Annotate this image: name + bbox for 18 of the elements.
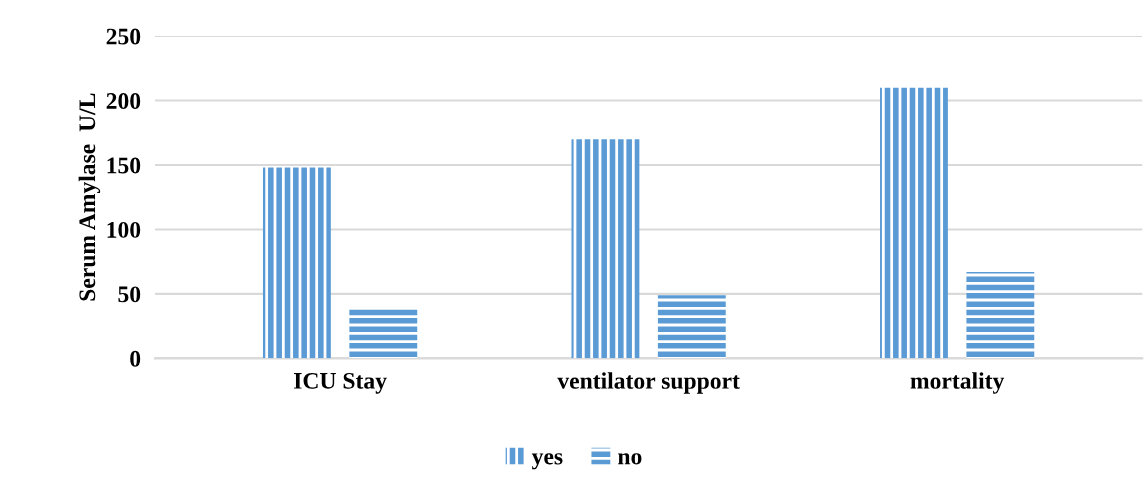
y-axis-title: Serum Amylase U/L — [78, 93, 101, 301]
x-tick-label: ICU Stay — [293, 372, 387, 394]
y-tick-label: 200 — [106, 93, 141, 109]
legend-label: yes — [531, 453, 563, 470]
bar — [880, 87, 948, 359]
x-tick-label: ventilator support — [557, 372, 740, 394]
bar — [966, 271, 1035, 359]
bar — [262, 167, 331, 359]
y-tick-label: 0 — [130, 350, 141, 367]
x-tick-label: mortality — [910, 372, 1005, 394]
bar — [571, 139, 640, 359]
legend-label: no — [618, 453, 642, 465]
y-tick-label: 150 — [107, 157, 141, 174]
y-tick-label: 250 — [106, 28, 141, 45]
y-tick-label: 50 — [118, 286, 141, 303]
bar — [349, 308, 418, 359]
y-tick-label: 100 — [107, 221, 141, 238]
bar — [657, 295, 726, 359]
